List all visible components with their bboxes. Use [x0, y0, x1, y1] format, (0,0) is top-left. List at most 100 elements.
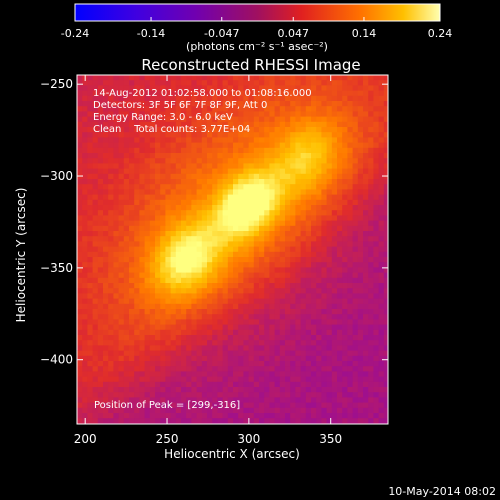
heatmap-cell — [175, 163, 182, 169]
heatmap-cell — [264, 277, 270, 284]
heatmap-cell — [233, 75, 239, 81]
heatmap-cell — [253, 90, 260, 97]
heatmap-cell — [378, 366, 385, 372]
heatmap-cell — [77, 194, 83, 201]
heatmap-cell — [253, 418, 260, 424]
heatmap-cell — [149, 413, 156, 419]
heatmap-cell — [165, 184, 171, 190]
heatmap-cell — [77, 173, 83, 180]
heatmap-cell — [264, 314, 270, 320]
heatmap-cell — [274, 413, 281, 419]
heatmap-cell — [337, 298, 343, 305]
heatmap-cell — [321, 257, 327, 263]
heatmap-cell — [233, 153, 239, 159]
heatmap-cell — [347, 142, 353, 149]
heatmap-cell — [316, 314, 322, 320]
heatmap-cell — [134, 220, 140, 227]
heatmap-cell — [383, 402, 388, 409]
heatmap-cell — [243, 236, 249, 242]
heatmap-cell — [233, 90, 239, 97]
heatmap-cell — [181, 293, 187, 299]
heatmap-cell — [373, 194, 379, 201]
heatmap-cell — [264, 283, 270, 289]
heatmap-cell — [186, 95, 192, 102]
heatmap-cell — [368, 402, 374, 409]
heatmap-cell — [378, 184, 385, 190]
heatmap-cell — [331, 80, 338, 86]
heatmap-cell — [175, 392, 182, 398]
heatmap-cell — [357, 95, 364, 102]
heatmap-cell — [181, 345, 187, 351]
heatmap-cell — [181, 168, 187, 175]
heatmap-cell — [326, 277, 333, 284]
heatmap-cell — [87, 189, 93, 195]
heatmap-cell — [290, 361, 296, 367]
heatmap-cell — [300, 324, 307, 331]
heatmap-cell — [248, 283, 255, 289]
heatmap-cell — [222, 225, 229, 232]
heatmap-cell — [363, 132, 369, 138]
heatmap-cell — [123, 132, 130, 138]
heatmap-cell — [134, 262, 140, 268]
heatmap-cell — [352, 298, 359, 305]
heatmap-cell — [108, 350, 114, 357]
heatmap-cell — [238, 407, 244, 414]
heatmap-cell — [305, 361, 312, 367]
heatmap-cell — [155, 340, 161, 346]
heatmap-cell — [357, 413, 364, 419]
heatmap-cell — [212, 319, 218, 325]
heatmap-cell — [212, 324, 218, 331]
heatmap-cell — [165, 121, 171, 128]
heatmap-cell — [217, 257, 223, 263]
heatmap-cell — [212, 267, 218, 273]
heatmap-cell — [311, 163, 317, 169]
heatmap-cell — [108, 106, 114, 112]
heatmap-cell — [285, 194, 291, 201]
heatmap-cell — [77, 142, 83, 149]
heatmap-cell — [207, 111, 213, 117]
heatmap-cell — [92, 402, 99, 409]
heatmap-cell — [233, 366, 239, 372]
heatmap-cell — [279, 80, 286, 86]
heatmap-cell — [181, 153, 187, 159]
heatmap-cell — [347, 366, 353, 372]
heatmap-cell — [155, 90, 161, 97]
heatmap-cell — [253, 267, 260, 273]
heatmap-cell — [175, 303, 182, 310]
heatmap-cell — [357, 85, 364, 91]
heatmap-cell — [196, 158, 203, 164]
heatmap-cell — [222, 121, 229, 128]
heatmap-cell — [92, 413, 99, 419]
heatmap-cell — [383, 153, 388, 159]
heatmap-cell — [305, 173, 312, 180]
heatmap-cell — [201, 90, 208, 97]
heatmap-cell — [160, 335, 166, 341]
heatmap-cell — [233, 220, 239, 227]
heatmap-cell — [191, 205, 197, 211]
heatmap-cell — [259, 132, 265, 138]
heatmap-cell — [233, 293, 239, 299]
heatmap-cell — [368, 309, 374, 315]
heatmap-cell — [118, 402, 125, 409]
heatmap-cell — [368, 236, 374, 242]
heatmap-cell — [279, 241, 286, 247]
heatmap-cell — [144, 381, 151, 388]
heatmap-cell — [347, 121, 353, 128]
heatmap-cell — [222, 381, 229, 388]
heatmap-cell — [347, 309, 353, 315]
heatmap-cell — [269, 184, 275, 190]
heatmap-cell — [238, 80, 244, 86]
heatmap-cell — [264, 116, 270, 123]
heatmap-cell — [165, 376, 171, 383]
heatmap-cell — [347, 215, 353, 221]
heatmap-cell — [342, 163, 348, 169]
heatmap-cell — [196, 142, 203, 149]
heatmap-cell — [316, 153, 322, 159]
heatmap-cell — [238, 147, 244, 154]
heatmap-cell — [352, 283, 359, 289]
heatmap-cell — [92, 231, 99, 237]
heatmap-cell — [300, 189, 307, 195]
heatmap-cell — [123, 402, 130, 409]
heatmap-cell — [290, 283, 296, 289]
heatmap-cell — [238, 319, 244, 325]
